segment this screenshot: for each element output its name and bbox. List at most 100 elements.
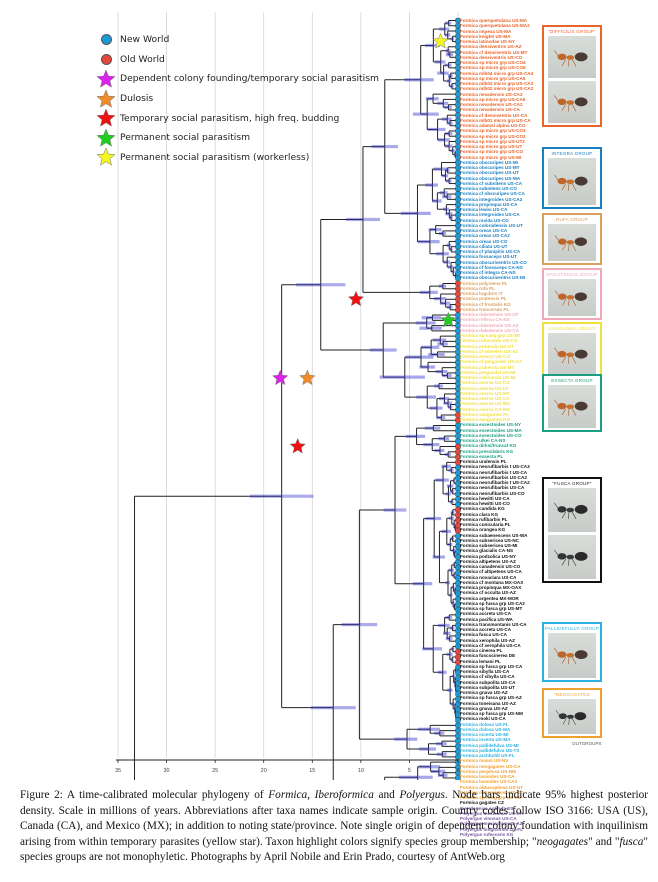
hpd-bar (448, 468, 454, 472)
hpd-bar (435, 252, 449, 256)
tip-label: Formica ciliata US-UT (460, 243, 508, 249)
hpd-bar (456, 689, 459, 693)
hpd-bar (445, 131, 453, 136)
tip-label: Formica hewitti US-CA (460, 495, 510, 501)
tip-origin-marker (455, 159, 461, 166)
tip-label: Formica neogagates US-CA (460, 763, 521, 769)
tip-origin-marker (455, 438, 461, 444)
tip-label: Formica subpolita US-CA (460, 679, 516, 685)
tip-label: Formica subpolita US-UT (460, 684, 515, 690)
tip-label: Formica candida KG (460, 506, 505, 512)
tip-label: Formica uralensis PL (460, 459, 507, 464)
tip-label: Formica accreta US-CA (460, 627, 512, 632)
tip-origin-marker (455, 617, 461, 623)
hpd-bar (452, 573, 456, 578)
tip-label: Formica sp micro grp US-MI (460, 154, 522, 160)
tip-label: Formica obscuriventris US-MI (460, 275, 526, 281)
hpd-bar (433, 167, 449, 171)
tip-origin-marker (455, 443, 461, 450)
tip-origin-marker (455, 265, 461, 271)
legend-label: Dependent colony founding/temporary soci… (120, 73, 379, 85)
tip-origin-marker (455, 128, 461, 134)
tip-origin-marker (455, 659, 461, 665)
ant-photo (548, 535, 596, 579)
tip-origin-marker (455, 380, 461, 387)
legend-item: Dulosis (95, 88, 379, 109)
tip-origin-marker (455, 691, 461, 697)
legend-label: Permanent social parasitism (120, 132, 251, 144)
tip-origin-marker (455, 186, 461, 192)
axis-tick-label: 5 (408, 768, 411, 774)
tip-origin-marker (455, 654, 461, 660)
hpd-bar (443, 260, 451, 264)
tip-label: Formica subsericea US-MI (460, 543, 518, 548)
tip-label: Formica subnitens US-CO (460, 186, 517, 191)
tip-origin-marker (455, 717, 461, 723)
hpd-bar (449, 500, 454, 504)
hpd-bar (419, 365, 435, 369)
species-group-panel: PALLIDEFULVA GROUP (542, 622, 602, 682)
hpd-bar (371, 144, 398, 149)
hpd-bar (428, 352, 445, 357)
legend-item: Permanent social parasitism (workerless) (95, 147, 379, 168)
tip-origin-marker (455, 501, 461, 508)
tip-origin-marker (455, 117, 461, 124)
tip-label: Formica densiventris US-CO (460, 54, 523, 60)
hpd-bar (428, 227, 442, 232)
hpd-bar (445, 636, 453, 641)
tip-label: Formica aserva CA-NS (460, 406, 510, 412)
tip-origin-marker (455, 638, 461, 644)
tip-label: Formica perpilosa US-NM (460, 768, 516, 774)
tip-label: Formica altipetens US-AZ (460, 558, 516, 564)
hpd-bar (452, 479, 455, 483)
ant-photo (548, 224, 596, 261)
tip-origin-marker (455, 344, 461, 350)
hpd-bar (454, 153, 457, 157)
species-group-panel: "DIFFICILIS GROUP" (542, 25, 602, 127)
hpd-bar (425, 43, 441, 48)
tip-label: Formica exsectoides US-NY (460, 422, 522, 428)
tip-origin-marker (455, 238, 461, 245)
hpd-bar (453, 707, 456, 711)
tip-origin-marker (455, 733, 461, 739)
tip-origin-marker (455, 170, 461, 176)
ant-photo (548, 333, 596, 376)
hpd-bar (418, 765, 441, 769)
tip-label: Formica ravida US-CO (460, 217, 509, 223)
star-icon (95, 69, 117, 89)
tip-label: Formica neorufibarbis US-CO (460, 490, 525, 496)
tip-origin-marker (455, 244, 461, 250)
hpd-bar (442, 174, 449, 178)
hpd-bar (436, 742, 447, 746)
hpd-bar (450, 510, 455, 514)
species-group-panel: INTEGRA GROUP (542, 147, 602, 209)
tip-label: Polyergus mexicanus US-CA (460, 810, 524, 816)
tip-origin-marker (455, 375, 461, 381)
hpd-bar (416, 395, 436, 399)
tip-origin-marker (455, 664, 461, 671)
outgroups-label: OUTGROUPS (572, 741, 602, 746)
tip-origin-marker (455, 749, 461, 755)
tip-label: Formica cf sibylla US-CA (460, 674, 515, 680)
hpd-bar (419, 747, 437, 751)
hpd-bar (449, 247, 453, 251)
tip-label: Formica cf planipilis US-CA (460, 249, 521, 254)
tip-label: Formica lasioides US-CA2 (460, 779, 518, 785)
tip-origin-marker (455, 622, 461, 629)
tip-label: Formica cinerea PL (460, 648, 503, 653)
circle-icon (95, 53, 117, 65)
hpd-bar (398, 775, 433, 779)
hpd-bar (441, 464, 451, 468)
tip-origin-marker (455, 317, 461, 323)
tip-label: Formica sanguinea PL (460, 411, 510, 417)
hpd-bar (434, 297, 446, 301)
legend-label: Permanent social parasitism (workerless) (120, 151, 310, 163)
tip-origin-marker (455, 144, 461, 150)
tip-label: Formica sibylla US-CA (460, 669, 510, 674)
hpd-bar (446, 79, 452, 83)
hpd-bar (448, 568, 455, 572)
tip-label: Formica nevadensis US-CA3 (460, 91, 523, 97)
tip-label: Formica truncorum PL (460, 306, 510, 312)
tip-label: Formica sp micro grp US-UT2 (460, 138, 525, 144)
hpd-bar (450, 657, 454, 662)
